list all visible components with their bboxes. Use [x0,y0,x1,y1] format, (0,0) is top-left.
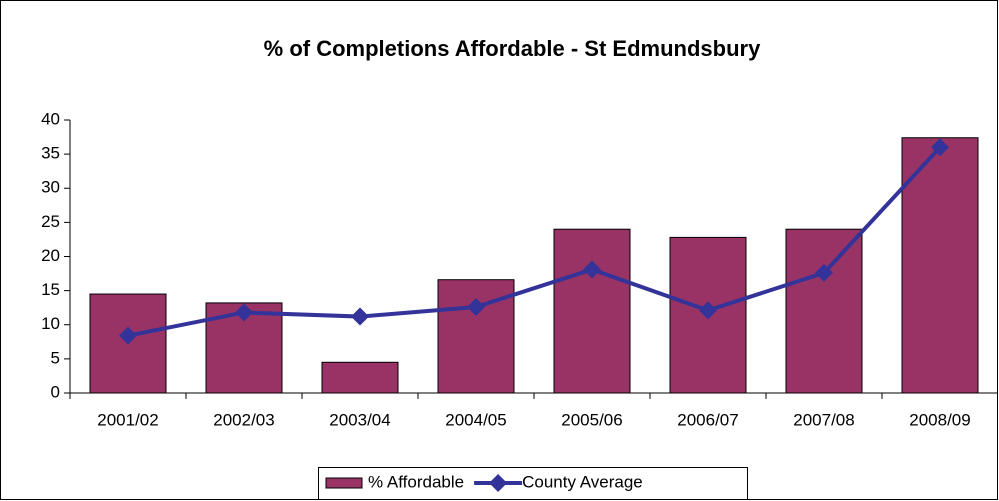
legend-label: County Average [522,472,643,491]
bar [785,228,863,394]
x-tick-label: 2007/08 [793,410,854,429]
line-marker [351,307,369,326]
y-tick-label: 40 [41,109,60,128]
y-tick-label: 15 [41,280,60,299]
line-marker [931,138,949,157]
bar [553,228,631,394]
x-tick-label: 2004/05 [445,410,506,429]
y-tick-label: 10 [41,314,60,333]
y-tick-label: 25 [41,212,60,231]
line-marker [467,298,485,317]
line-marker [583,260,601,279]
chart-title: % of Completions Affordable - St Edmunds… [264,36,761,61]
x-tick-label: 2005/06 [561,410,622,429]
line-marker [815,263,833,282]
x-tick-label: 2001/02 [97,410,158,429]
x-tick-label: 2008/09 [909,410,970,429]
y-tick-label: 20 [41,246,60,265]
legend-swatch [325,477,363,489]
y-tick-label: 5 [51,348,60,367]
line-marker [699,301,717,320]
x-tick-label: 2002/03 [213,410,274,429]
y-tick-label: 0 [51,382,60,401]
legend-box [318,467,748,500]
y-tick-label: 35 [41,144,60,163]
legend-label: % Affordable [368,472,464,491]
line-marker [119,326,137,345]
bar [901,137,979,394]
x-tick-label: 2003/04 [329,410,390,429]
y-tick-label: 30 [41,178,60,197]
x-tick-label: 2006/07 [677,410,738,429]
line [127,145,942,338]
bar [321,361,399,394]
legend-marker [489,474,508,492]
line-marker [235,303,253,322]
